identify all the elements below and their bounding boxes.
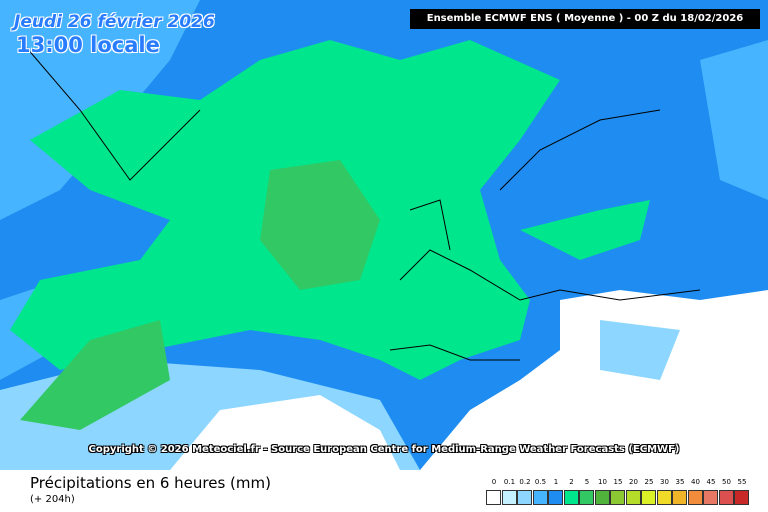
legend-swatch — [563, 490, 579, 505]
model-label: Ensemble ECMWF ENS ( Moyenne ) - 00 Z du… — [410, 9, 760, 29]
legend-label: 0.2 — [519, 478, 531, 486]
legend-label: 0.1 — [503, 478, 516, 486]
copyright: Copyright © 2026 Meteociel.fr - Source E… — [88, 444, 680, 455]
forecast-date: Jeudi 26 février 2026 — [14, 12, 215, 32]
legend-swatch — [703, 490, 718, 505]
legend-swatch — [532, 490, 548, 505]
legend-label: 10 — [598, 478, 607, 486]
legend-label: 5 — [584, 478, 590, 486]
legend-label: 0 — [491, 478, 497, 486]
legend-label: 20 — [629, 478, 638, 486]
legend-label: 35 — [675, 478, 685, 486]
legend-swatch — [579, 490, 594, 505]
legend-swatch — [517, 490, 532, 505]
legend-swatch — [548, 490, 563, 505]
legend-swatch — [594, 490, 610, 505]
legend-swatch — [641, 490, 656, 505]
legend-swatch — [656, 490, 672, 505]
map-title: Précipitations en 6 heures (mm) — [30, 474, 271, 492]
legend-label: 15 — [613, 478, 623, 486]
legend-label: 40 — [691, 478, 700, 486]
map-subtitle: (+ 204h) — [30, 494, 75, 505]
legend-swatch — [625, 490, 641, 505]
legend-swatch — [486, 490, 501, 505]
legend-label: 30 — [660, 478, 669, 486]
legend-label: 50 — [722, 478, 731, 486]
legend-swatch — [687, 490, 703, 505]
legend-label: 25 — [644, 478, 654, 486]
map — [0, 0, 768, 470]
legend-swatch — [610, 490, 625, 505]
forecast-time: 13:00 locale — [16, 33, 160, 57]
legend-label: 1 — [553, 478, 559, 486]
legend-label: 2 — [569, 478, 574, 486]
legend-swatch — [718, 490, 734, 505]
legend-swatch — [734, 490, 749, 505]
legend-swatch — [672, 490, 687, 505]
legend-label: 0.5 — [534, 478, 547, 486]
legend-label: 55 — [737, 478, 747, 486]
legend-swatch — [501, 490, 517, 505]
legend-label: 45 — [706, 478, 716, 486]
